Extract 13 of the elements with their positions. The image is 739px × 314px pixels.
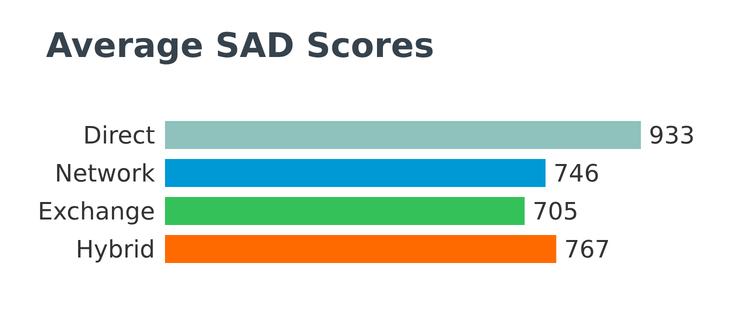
y-tick-label: Exchange: [38, 198, 155, 226]
bar: [165, 121, 641, 149]
data-label: 705: [532, 198, 578, 226]
y-tick-label: Direct: [83, 122, 155, 150]
data-label: 767: [564, 236, 610, 264]
y-tick-label: Hybrid: [76, 236, 155, 264]
bar: [165, 235, 556, 263]
data-label: 746: [554, 160, 600, 188]
data-label: 933: [648, 122, 695, 150]
bar: [165, 159, 546, 187]
chart-title: Average SAD Scores: [46, 26, 434, 66]
y-tick-label: Network: [54, 160, 156, 188]
bar: [165, 197, 525, 225]
